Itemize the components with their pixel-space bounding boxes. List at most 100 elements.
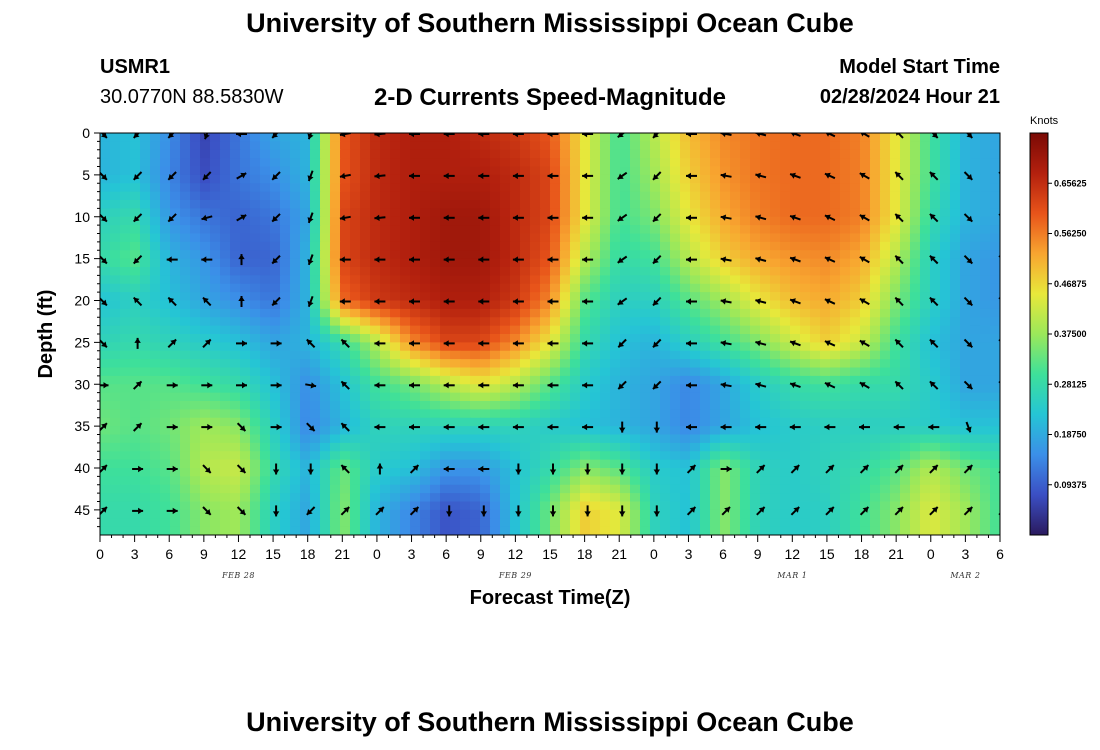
heatmap-cell <box>360 417 371 427</box>
heatmap-cell <box>360 401 371 410</box>
heatmap-cell <box>730 191 741 201</box>
heatmap-cell <box>690 493 701 503</box>
heatmap-cell <box>750 459 761 469</box>
heatmap-cell <box>410 417 421 427</box>
heatmap-cell <box>290 133 301 142</box>
heatmap-cell <box>690 200 701 209</box>
heatmap-cell <box>220 258 231 268</box>
heatmap-cell <box>500 267 511 276</box>
heatmap-cell <box>580 200 591 209</box>
heatmap-cell <box>960 208 971 218</box>
heatmap-cell <box>640 191 651 201</box>
heatmap-cell <box>120 233 131 243</box>
heatmap-cell <box>990 384 1000 394</box>
heatmap-cell <box>700 191 711 201</box>
heatmap-cell <box>390 149 401 159</box>
x-tick-label: 21 <box>888 546 904 562</box>
heatmap-cell <box>920 141 931 151</box>
heatmap-cell <box>930 308 941 318</box>
heatmap-cell <box>370 375 381 385</box>
heatmap-cell <box>710 300 721 310</box>
heatmap-cell <box>790 275 801 285</box>
heatmap-cell <box>800 200 811 209</box>
current-vector-arrow <box>549 505 557 517</box>
heatmap-cell <box>610 233 621 243</box>
heatmap-cell <box>320 275 331 285</box>
heatmap-cell <box>820 401 831 410</box>
heatmap-cell <box>140 283 151 293</box>
heatmap-cell <box>250 208 261 218</box>
heatmap-cell <box>540 241 551 251</box>
heatmap-cell <box>500 317 511 327</box>
heatmap-cell <box>980 350 991 360</box>
current-vector-arrow <box>617 338 627 349</box>
heatmap-cell <box>190 225 201 235</box>
heatmap-cell <box>720 518 731 528</box>
heatmap-cell <box>260 133 271 142</box>
heatmap-cell <box>820 459 831 469</box>
heatmap-cell <box>280 191 291 201</box>
heatmap-cell <box>470 183 481 193</box>
heatmap-cell <box>930 409 941 419</box>
heatmap-cell <box>800 434 811 444</box>
heatmap-cell <box>110 342 121 352</box>
heatmap-cell <box>210 292 221 302</box>
heatmap-cell <box>190 325 201 335</box>
heatmap-cell <box>820 434 831 444</box>
heatmap-cell <box>120 468 131 477</box>
heatmap-cell <box>440 526 451 535</box>
heatmap-cell <box>430 241 441 251</box>
heatmap-cell <box>320 258 331 268</box>
heatmap-cell <box>470 241 481 251</box>
current-vector-arrow <box>409 214 420 221</box>
heatmap-cell <box>850 417 861 427</box>
heatmap-cell <box>450 459 461 469</box>
current-vector-arrow <box>306 506 316 516</box>
heatmap-cell <box>920 216 931 226</box>
heatmap-cell <box>420 334 431 343</box>
heatmap-cell <box>780 308 791 318</box>
heatmap-cell <box>100 417 111 427</box>
heatmap-cell <box>170 317 181 327</box>
heatmap-cell <box>260 384 271 394</box>
heatmap-cell <box>190 518 201 528</box>
heatmap-cell <box>380 434 391 444</box>
date-label: MAR 2 <box>949 571 980 580</box>
heatmap-cell <box>750 233 761 243</box>
heatmap-cell <box>100 241 111 251</box>
main-title: University of Southern Mississippi Ocean… <box>246 8 854 38</box>
heatmap-cell <box>590 267 601 276</box>
heatmap-cell <box>160 426 171 436</box>
heatmap-cell <box>190 468 201 477</box>
heatmap-cell <box>700 258 711 268</box>
heatmap-cell <box>680 476 691 486</box>
heatmap-cell <box>630 174 641 184</box>
heatmap-cell <box>560 283 571 293</box>
heatmap-cell <box>590 233 601 243</box>
heatmap-cell <box>990 451 1000 461</box>
heatmap-cell <box>280 216 291 226</box>
heatmap-cell <box>210 384 221 394</box>
heatmap-cell <box>960 434 971 444</box>
heatmap-cell <box>390 200 401 209</box>
heatmap-cell <box>790 375 801 385</box>
heatmap-cell <box>780 325 791 335</box>
heatmap-cell <box>660 208 671 218</box>
heatmap-cell <box>410 509 421 519</box>
current-vector-arrow <box>619 505 626 517</box>
heatmap-cell <box>570 501 581 511</box>
heatmap-cell <box>150 250 161 260</box>
heatmap-cell <box>640 493 651 503</box>
current-vector-arrow <box>167 171 177 181</box>
heatmap-cell <box>540 166 551 176</box>
heatmap-cell <box>850 501 861 511</box>
heatmap-cell <box>230 191 241 201</box>
heatmap-cell <box>310 359 321 369</box>
heatmap-cell <box>760 526 771 535</box>
heatmap-cell <box>430 233 441 243</box>
heatmap-cell <box>700 468 711 477</box>
x-tick-label: 3 <box>961 546 969 562</box>
heatmap-cell <box>710 141 721 151</box>
heatmap-cell <box>370 526 381 535</box>
heatmap-cell <box>450 308 461 318</box>
